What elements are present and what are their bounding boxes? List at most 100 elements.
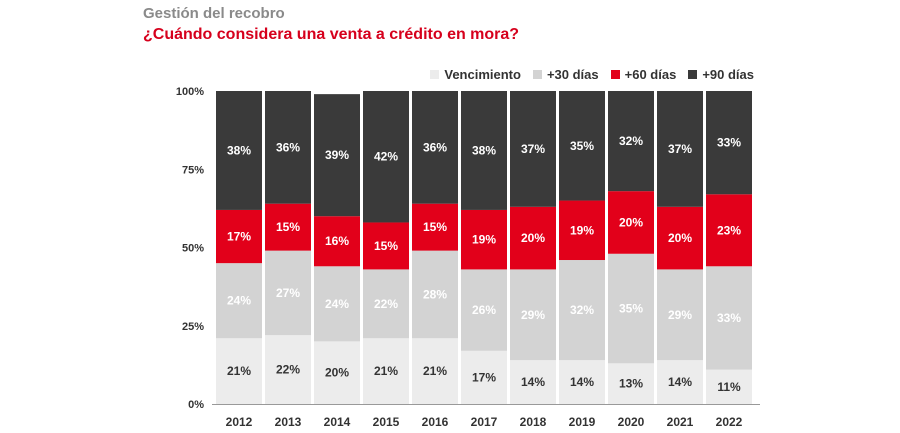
data-label: 15% xyxy=(423,220,447,234)
bar-segment xyxy=(608,191,654,254)
data-label: 24% xyxy=(227,294,251,308)
data-label: 24% xyxy=(325,297,349,311)
chart-legend: Vencimiento +30 días +60 días +90 días xyxy=(418,67,754,82)
data-label: 32% xyxy=(570,303,594,317)
data-label: 14% xyxy=(668,375,692,389)
x-tick-label: 2017 xyxy=(471,415,498,429)
data-label: 20% xyxy=(619,215,643,229)
x-tick-label: 2012 xyxy=(226,415,253,429)
data-label: 36% xyxy=(276,140,300,154)
bar-segment xyxy=(265,250,311,336)
legend-swatch xyxy=(688,70,698,79)
data-label: 20% xyxy=(521,231,545,245)
y-tick-label: 0% xyxy=(188,399,204,411)
data-label: 17% xyxy=(227,230,251,244)
data-label: 11% xyxy=(717,380,741,394)
data-label: 35% xyxy=(570,139,594,153)
bar-segment xyxy=(314,341,360,404)
data-label: 29% xyxy=(521,308,545,322)
bar-segment xyxy=(461,91,507,210)
y-tick-label: 100% xyxy=(176,86,204,98)
bar-segment xyxy=(265,335,311,404)
bar-segment xyxy=(461,269,507,351)
bar-segment xyxy=(412,250,458,339)
data-label: 37% xyxy=(668,142,692,156)
bar-segment xyxy=(510,91,556,207)
data-label: 26% xyxy=(472,303,496,317)
bar-segment xyxy=(608,253,654,364)
chart-supertitle: Gestión del recobro xyxy=(143,5,285,22)
bar-segment xyxy=(363,222,409,270)
data-label: 28% xyxy=(423,287,447,301)
data-label: 19% xyxy=(472,233,496,247)
legend-item-60-dias: +60 días xyxy=(610,67,676,82)
bar-segment xyxy=(657,206,703,270)
bar-segment xyxy=(363,269,409,339)
data-label: 22% xyxy=(276,363,300,377)
bar-segment xyxy=(510,360,556,404)
x-tick-label: 2018 xyxy=(520,415,547,429)
bar-segment xyxy=(706,266,752,370)
x-tick-label: 2013 xyxy=(275,415,302,429)
data-label: 37% xyxy=(521,142,545,156)
x-tick-label: 2022 xyxy=(716,415,743,429)
data-label: 21% xyxy=(374,364,398,378)
data-label: 39% xyxy=(325,148,349,162)
x-tick-label: 2016 xyxy=(422,415,449,429)
y-tick-label: 50% xyxy=(182,243,204,255)
data-label: 14% xyxy=(570,375,594,389)
data-label: 15% xyxy=(276,220,300,234)
data-label: 17% xyxy=(472,370,496,384)
bar-segment xyxy=(510,206,556,270)
y-tick-label: 75% xyxy=(182,164,204,176)
bar-segment xyxy=(461,350,507,404)
bar-segment xyxy=(265,91,311,204)
data-label: 19% xyxy=(570,223,594,237)
bar-segment xyxy=(608,91,654,192)
legend-swatch xyxy=(610,70,620,79)
bar-segment xyxy=(657,360,703,404)
data-label: 13% xyxy=(619,377,643,391)
bar-segment xyxy=(363,338,409,404)
x-tick-label: 2020 xyxy=(618,415,645,429)
legend-label: +30 días xyxy=(546,67,599,82)
legend-swatch xyxy=(532,70,542,79)
data-label: 36% xyxy=(423,140,447,154)
data-label: 21% xyxy=(227,364,251,378)
legend-item-vencimiento: Vencimiento xyxy=(430,67,521,82)
x-tick-label: 2019 xyxy=(569,415,596,429)
data-label: 38% xyxy=(227,143,251,157)
data-label: 32% xyxy=(619,134,643,148)
bar-segment xyxy=(559,91,605,201)
data-label: 20% xyxy=(325,366,349,380)
data-label: 33% xyxy=(717,136,741,150)
data-label: 22% xyxy=(374,297,398,311)
data-label: 21% xyxy=(423,364,447,378)
data-label: 15% xyxy=(374,239,398,253)
data-label: 38% xyxy=(472,143,496,157)
bar-segment xyxy=(510,269,556,361)
bar-segment xyxy=(216,338,262,404)
bar-segment xyxy=(706,91,752,195)
bar-segment xyxy=(559,360,605,404)
bar-segment xyxy=(314,94,360,217)
bar-segment xyxy=(216,209,262,264)
bar-segment xyxy=(412,338,458,404)
bar-segment xyxy=(314,266,360,342)
bar-segment xyxy=(314,216,360,267)
legend-item-90-dias: +90 días xyxy=(688,67,754,82)
x-tick-label: 2021 xyxy=(667,415,694,429)
bar-segment xyxy=(706,369,752,404)
y-tick-label: 25% xyxy=(182,321,204,333)
legend-swatch xyxy=(430,70,440,79)
bar-segment xyxy=(706,194,752,267)
bar-segment xyxy=(412,203,458,251)
data-label: 42% xyxy=(374,150,398,164)
bar-segment xyxy=(363,91,409,223)
x-tick-label: 2015 xyxy=(373,415,400,429)
data-label: 20% xyxy=(668,231,692,245)
data-label: 35% xyxy=(619,302,643,316)
data-label: 23% xyxy=(717,223,741,237)
bar-segment xyxy=(608,363,654,404)
